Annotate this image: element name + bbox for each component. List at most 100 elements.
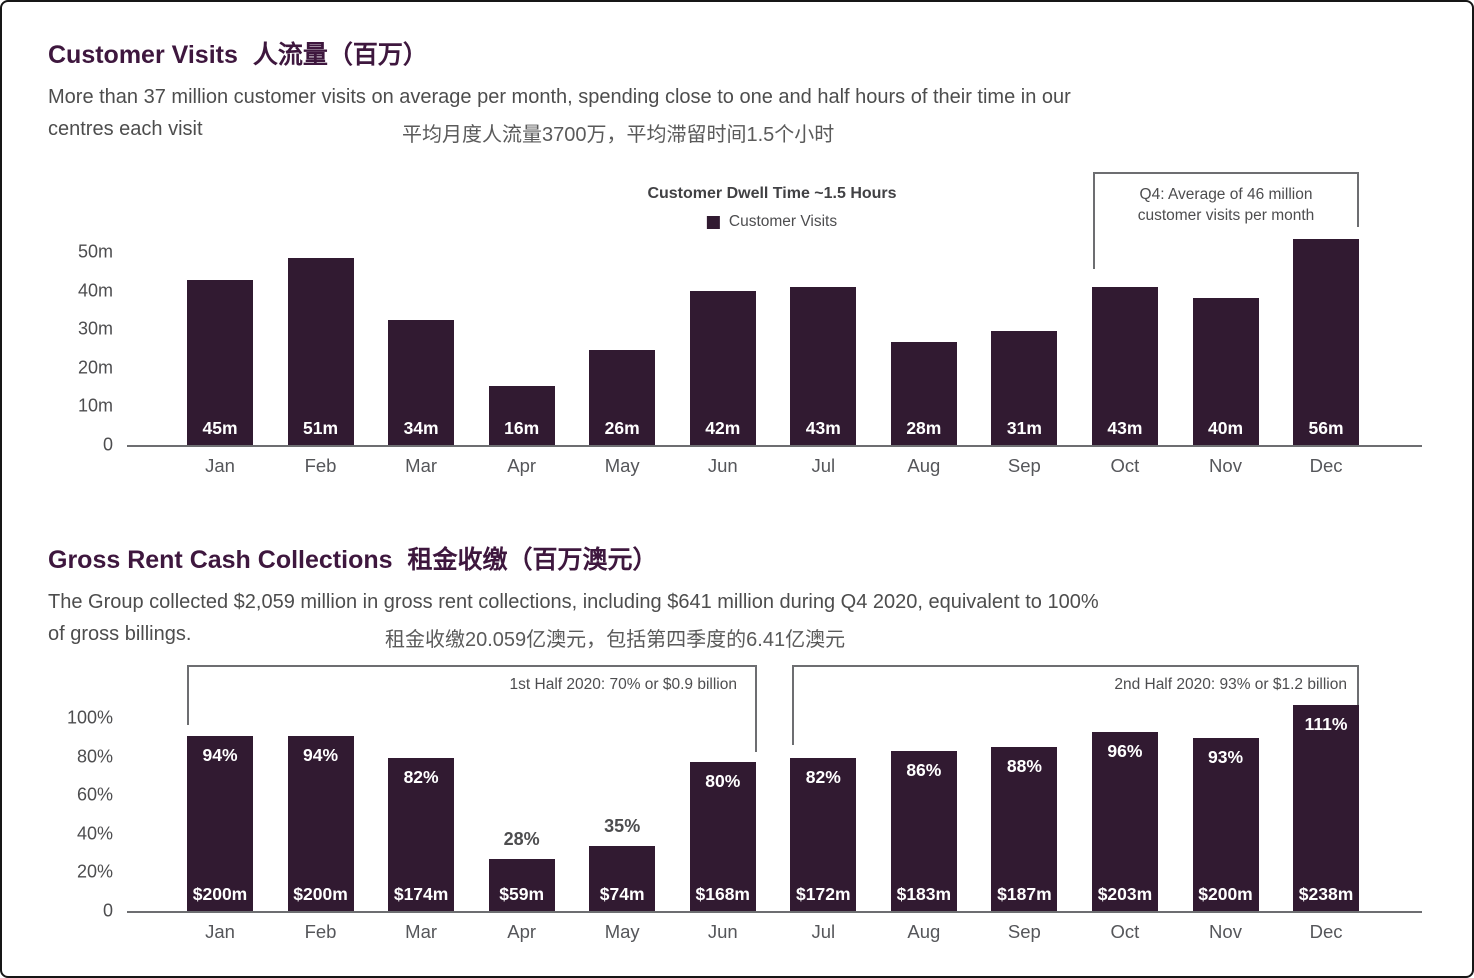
chart1-bar-sep: 31m xyxy=(991,331,1058,445)
chart2-x-label-oct: Oct xyxy=(1110,921,1140,942)
chart2-x-label-apr: Apr xyxy=(507,921,537,942)
chart1-y-tick-label: 50m xyxy=(77,241,113,262)
bar-pct-label: 82% xyxy=(403,767,439,787)
bar-value-label: 56m xyxy=(1308,418,1344,438)
chart2-second-half-annotation-text: 2nd Half 2020: 93% or $1.2 billion xyxy=(1114,676,1347,693)
bar-pct-label: 94% xyxy=(202,745,238,765)
chart2-y-tick-label: 100% xyxy=(66,707,113,728)
chart2-y-tick-label: 0 xyxy=(102,900,113,921)
chart1-x-axis-line xyxy=(127,445,1422,447)
chart2-bar-aug: $183m 86% xyxy=(890,751,957,911)
chart1-x-label-dec: Dec xyxy=(1309,455,1343,476)
bar-pct-label: 94% xyxy=(303,745,339,765)
chart1-legend: Customer Visits xyxy=(706,213,838,231)
chart1-x-label-may: May xyxy=(604,455,640,476)
bracket-line xyxy=(1093,174,1095,269)
chart2-first-half-annotation: 1st Half 2020: 70% or $0.9 billion xyxy=(187,665,757,752)
bar-pct-label: 80% xyxy=(705,771,741,791)
bracket-line xyxy=(755,667,757,752)
section2-subtitle-line1: The Group collected $2,059 million in gr… xyxy=(48,591,1099,613)
chart1-bar-feb: 51m xyxy=(287,258,354,445)
bar-value-label: 16m xyxy=(504,418,540,438)
bar-pct-label: 28% xyxy=(503,829,540,849)
chart1-bar-jan: 45m xyxy=(187,280,253,445)
chart2-bar-oct: $203m 96% xyxy=(1091,732,1158,911)
chart1-bar-dec: 56m xyxy=(1293,239,1360,445)
section2-title-zh: 租金收缴（百万澳元） xyxy=(407,546,658,574)
chart2-x-label-mar: Mar xyxy=(405,921,438,942)
bar-amount-label: $187m xyxy=(997,884,1052,904)
chart2-x-label-jan: Jan xyxy=(205,921,235,942)
chart1-y-tick-label: 10m xyxy=(77,395,113,416)
q4-annotation-line2: customer visits per month xyxy=(1137,206,1315,224)
bar-amount-label: $168m xyxy=(695,884,751,904)
bar-pct-label: 35% xyxy=(604,816,641,836)
section2-title-en: Gross Rent Cash Collections xyxy=(48,546,393,574)
chart2-bar-may: $74m xyxy=(589,846,656,911)
bar-pct-label: 96% xyxy=(1107,741,1143,761)
chart1-bar-mar: 34m xyxy=(388,320,455,445)
bar-amount-label: $172m xyxy=(796,884,851,904)
bar-value-label: 43m xyxy=(805,418,841,438)
chart1-x-label-nov: Nov xyxy=(1209,455,1242,476)
chart1-x-label-jul: Jul xyxy=(811,455,836,476)
bar-value-label: 42m xyxy=(705,418,741,438)
chart2-y-tick-label: 80% xyxy=(76,746,113,767)
section2-subtitle-line2: of gross billings. xyxy=(48,623,192,645)
chart1-bar-jun: 42m xyxy=(689,291,756,445)
chart1-x-label-jun: Jun xyxy=(707,455,738,476)
chart2-bar-dec: $238m 111% xyxy=(1293,705,1360,911)
section1-title-en: Customer Visits xyxy=(48,41,238,69)
bar-amount-label: $238m xyxy=(1298,884,1354,904)
chart1-bar-oct: 43m xyxy=(1091,287,1158,445)
bar-amount-label: $183m xyxy=(896,884,952,904)
bar-pct-label: 93% xyxy=(1207,747,1244,767)
chart1-y-tick-label: 30m xyxy=(77,318,113,339)
chart1-note: Customer Dwell Time ~1.5 Hours xyxy=(647,185,897,202)
chart1-bar-may: 26m xyxy=(589,350,656,445)
chart2-x-label-sep: Sep xyxy=(1007,921,1041,942)
chart1-q4-annotation: Q4: Average of 46 million customer visit… xyxy=(1093,172,1359,269)
chart2-x-label-jul: Jul xyxy=(811,921,836,942)
section1-title-zh: 人流量（百万） xyxy=(252,41,428,69)
chart2-bar-jan: $200m 94% xyxy=(187,736,253,911)
section1-subtitle-line2: centres each visit xyxy=(48,118,203,140)
chart1-x-label-jan: Jan xyxy=(205,455,235,476)
chart2-y-tick-label: 60% xyxy=(76,784,113,805)
chart2-bar-sep: $187m 88% xyxy=(991,747,1058,911)
section2-title: Gross Rent Cash Collections 租金收缴（百万澳元） xyxy=(48,540,658,576)
section2-subtitle-line2-zh: 租金收缴20.059亿澳元，包括第四季度的6.41亿澳元 xyxy=(385,629,846,651)
chart1-x-label-sep: Sep xyxy=(1007,455,1041,476)
legend-label: Customer Visits xyxy=(728,213,838,230)
chart1-x-label-apr: Apr xyxy=(507,455,537,476)
chart2-bar-jun: $168m 80% xyxy=(689,762,756,911)
chart2-x-label-dec: Dec xyxy=(1309,921,1343,942)
chart2-x-label-aug: Aug xyxy=(907,921,941,942)
bar-amount-label: $59m xyxy=(499,884,545,904)
chart2-bar-nov: $200m 93% xyxy=(1192,738,1259,911)
bar-value-label: 34m xyxy=(403,418,439,438)
bar-value-label: 26m xyxy=(604,418,640,438)
bar-value-label: 45m xyxy=(202,418,238,438)
section1-subtitle-line2-zh: 平均月度人流量3700万，平均滞留时间1.5个小时 xyxy=(402,124,835,146)
chart2-bar-feb: $200m 94% xyxy=(287,736,354,911)
chart2-y-tick-label: 40% xyxy=(76,823,113,844)
bar-amount-label: $74m xyxy=(599,884,645,904)
chart1-x-label-feb: Feb xyxy=(304,455,337,476)
bar-pct-label: 86% xyxy=(906,760,942,780)
chart2-bar-mar: $174m 82% xyxy=(388,758,455,911)
chart1-bar-jul: 43m xyxy=(790,287,857,445)
chart1-bar-apr: 16m xyxy=(488,386,555,445)
chart2-first-half-annotation-text: 1st Half 2020: 70% or $0.9 billion xyxy=(509,676,737,693)
chart2-bar-jul: $172m 82% xyxy=(790,758,857,911)
chart1-x-label-oct: Oct xyxy=(1110,455,1140,476)
bar-amount-label: $200m xyxy=(192,884,248,904)
chart2-x-label-may: May xyxy=(604,921,640,942)
chart2-x-label-nov: Nov xyxy=(1209,921,1242,942)
bracket-line xyxy=(187,667,189,725)
section1-subtitle-line1: More than 37 million customer visits on … xyxy=(48,86,1071,108)
chart2-y-tick-label: 20% xyxy=(76,861,113,882)
q4-annotation-line1: Q4: Average of 46 million xyxy=(1139,186,1313,203)
bar-value-label: 51m xyxy=(303,418,339,438)
bar-amount-label: $200m xyxy=(1198,884,1253,904)
